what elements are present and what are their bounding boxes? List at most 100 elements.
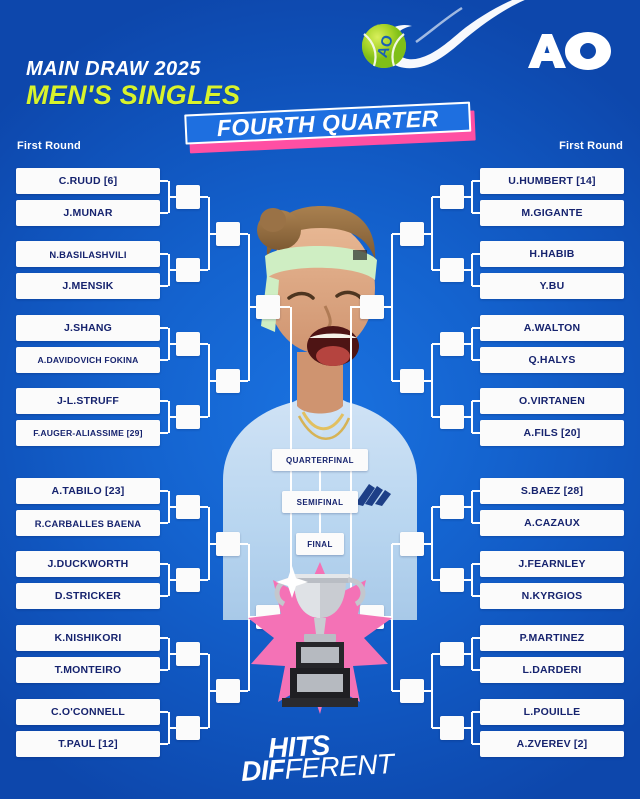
player-box[interactable]: L.DARDERI — [480, 657, 624, 683]
player-box[interactable]: A.CAZAUX — [480, 510, 624, 536]
player-box[interactable]: A.DAVIDOVICH FOKINA — [16, 347, 160, 373]
stage-quarterfinal[interactable]: QUARTERFINAL — [272, 449, 368, 471]
round2-box[interactable] — [176, 642, 200, 666]
round2-box[interactable] — [176, 495, 200, 519]
round2-box[interactable] — [176, 332, 200, 356]
player-box[interactable]: T.PAUL [12] — [16, 731, 160, 757]
player-name: R.CARBALLES BAENA — [34, 517, 142, 529]
player-box[interactable]: A.TABILO [23] — [16, 478, 160, 504]
player-name: H.HABIB — [529, 248, 575, 260]
player-box[interactable]: J.DUCKWORTH — [16, 551, 160, 577]
player-box[interactable]: J.SHANG — [16, 315, 160, 341]
player-box[interactable]: A.FILS [20] — [480, 420, 624, 446]
round3-box[interactable] — [400, 679, 424, 703]
stage-final[interactable]: FINAL — [296, 533, 344, 555]
round2-box[interactable] — [176, 568, 200, 592]
round2-box[interactable] — [440, 332, 464, 356]
player-name: Q.HALYS — [528, 354, 576, 366]
player-box[interactable]: J.MENSIK — [16, 273, 160, 299]
player-box[interactable]: C.RUUD [6] — [16, 168, 160, 194]
connector-line — [280, 306, 290, 308]
connector-line — [319, 513, 321, 533]
player-box[interactable]: J.FEARNLEY — [480, 551, 624, 577]
player-box[interactable]: P.MARTINEZ — [480, 625, 624, 651]
player-name: A.WALTON — [523, 322, 581, 334]
player-name: K.NISHIKORI — [54, 632, 122, 644]
connector-line — [432, 506, 440, 508]
round2-box[interactable] — [440, 405, 464, 429]
stage-semifinal-label: SEMIFINAL — [296, 497, 344, 507]
connector-line — [160, 212, 168, 214]
round2-box[interactable] — [176, 716, 200, 740]
round2-box[interactable] — [440, 716, 464, 740]
connector-line — [392, 232, 400, 235]
player-box[interactable]: D.STRICKER — [16, 583, 160, 609]
player-box[interactable]: J.MUNAR — [16, 200, 160, 226]
player-box[interactable]: T.MONTEIRO — [16, 657, 160, 683]
player-box[interactable]: H.HABIB — [480, 241, 624, 267]
player-name: S.BAEZ [28] — [520, 485, 584, 497]
player-box[interactable]: A.ZVEREV [2] — [480, 731, 624, 757]
round2-box[interactable] — [440, 495, 464, 519]
connector-line — [464, 343, 472, 345]
player-box[interactable]: F.AUGER-ALIASSIME [29] — [16, 420, 160, 446]
player-box[interactable]: A.WALTON — [480, 315, 624, 341]
player-box[interactable]: N.BASILASHVILI — [16, 241, 160, 267]
round2-box[interactable] — [176, 185, 200, 209]
player-name: N.KYRGIOS — [521, 590, 583, 602]
connector-line — [160, 400, 168, 402]
round3-box[interactable] — [216, 679, 240, 703]
connector-line — [160, 432, 168, 434]
player-name: J.DUCKWORTH — [47, 558, 129, 570]
player-box[interactable]: C.O'CONNELL — [16, 699, 160, 725]
connector-line — [200, 416, 208, 418]
player-name: A.FILS [20] — [523, 427, 581, 439]
connector-line — [424, 542, 432, 545]
player-box[interactable]: R.CARBALLES BAENA — [16, 510, 160, 536]
player-name: J.SHANG — [63, 322, 113, 334]
connector-line — [240, 232, 248, 235]
player-box[interactable]: N.KYRGIOS — [480, 583, 624, 609]
round3-box[interactable] — [400, 531, 424, 556]
player-box[interactable]: Y.BU — [480, 273, 624, 299]
round4-box[interactable] — [360, 295, 384, 319]
connector-line — [472, 522, 480, 524]
player-box[interactable]: M.GIGANTE — [480, 200, 624, 226]
player-box[interactable]: O.VIRTANEN — [480, 388, 624, 414]
round3-box[interactable] — [400, 368, 424, 393]
connector-line — [472, 400, 480, 402]
connector-line — [168, 506, 176, 508]
connector-line — [424, 379, 432, 382]
connector-line — [200, 727, 208, 729]
connector-line — [472, 359, 480, 361]
connector-line — [392, 542, 400, 545]
tagline-dif: DIF — [240, 753, 286, 787]
round2-box[interactable] — [176, 258, 200, 282]
connector-line — [208, 690, 216, 692]
player-name: D.STRICKER — [54, 590, 122, 602]
connector-line — [432, 343, 440, 345]
player-box[interactable]: U.HUMBERT [14] — [480, 168, 624, 194]
round3-box[interactable] — [216, 221, 240, 246]
round2-box[interactable] — [440, 568, 464, 592]
connector-line — [472, 637, 480, 639]
player-box[interactable]: J-L.STRUFF — [16, 388, 160, 414]
round2-box[interactable] — [440, 185, 464, 209]
connector-line — [432, 653, 440, 655]
player-box[interactable]: Q.HALYS — [480, 347, 624, 373]
player-name: T.MONTEIRO — [54, 664, 122, 676]
round3-box[interactable] — [216, 368, 240, 393]
connector-line — [472, 285, 480, 287]
player-box[interactable]: S.BAEZ [28] — [480, 478, 624, 504]
round3-box[interactable] — [216, 531, 240, 556]
stage-semifinal[interactable]: SEMIFINAL — [282, 491, 358, 513]
round2-box[interactable] — [440, 642, 464, 666]
player-box[interactable]: K.NISHIKORI — [16, 625, 160, 651]
round2-box[interactable] — [176, 405, 200, 429]
player-box[interactable]: L.POUILLE — [480, 699, 624, 725]
round2-box[interactable] — [440, 258, 464, 282]
player-name: M.GIGANTE — [521, 207, 583, 219]
connector-line — [168, 579, 176, 581]
round4-box[interactable] — [256, 295, 280, 319]
round3-box[interactable] — [400, 221, 424, 246]
